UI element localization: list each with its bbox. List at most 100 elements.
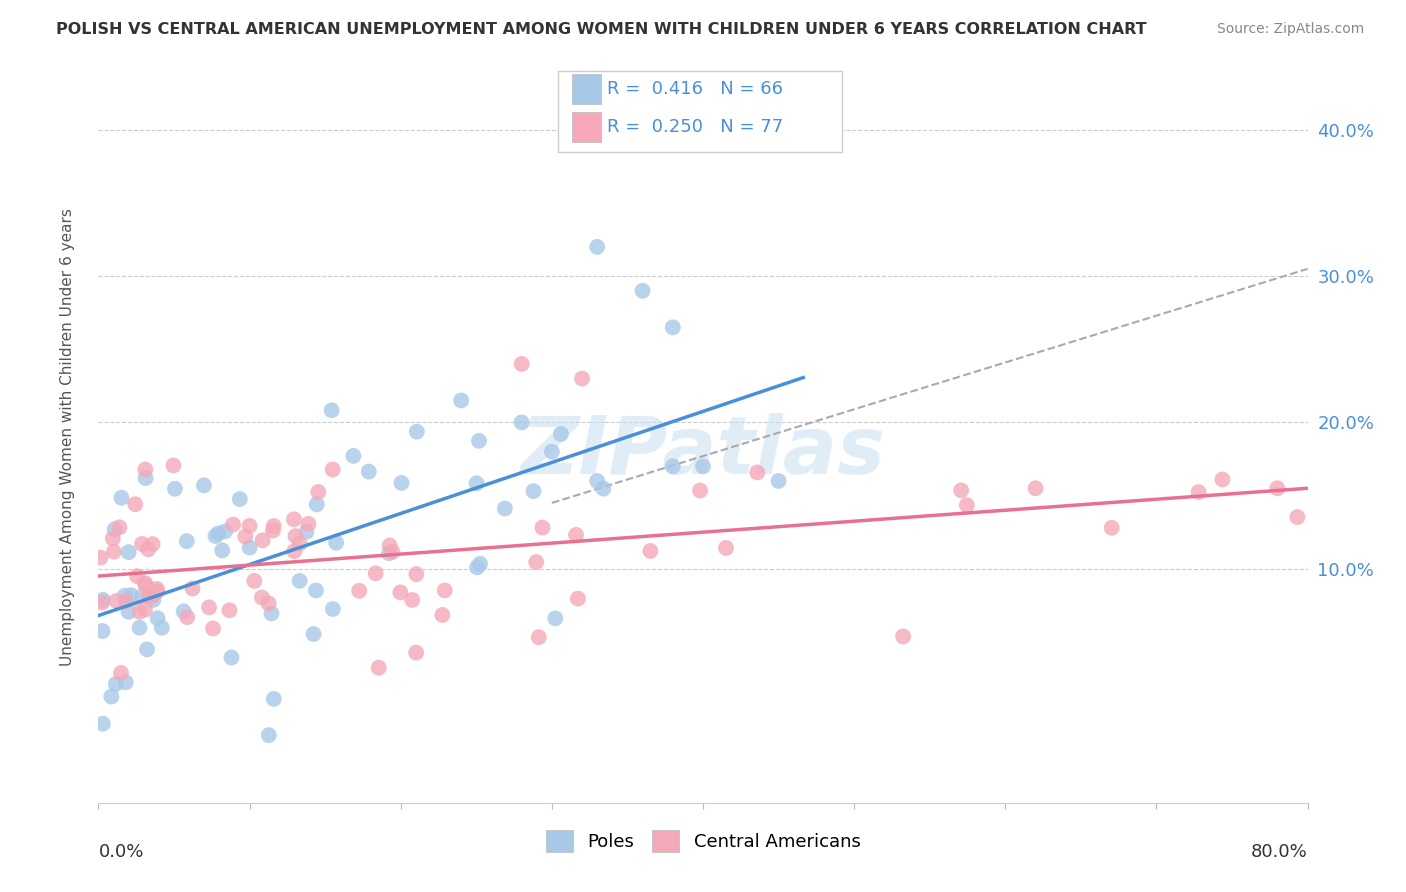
Point <box>252 533 274 548</box>
Point <box>571 130 593 145</box>
Point <box>131 589 153 603</box>
Point <box>378 546 401 560</box>
Point <box>405 425 427 439</box>
Point <box>176 610 198 624</box>
Point <box>432 607 454 622</box>
Point <box>110 665 132 680</box>
Point <box>1211 473 1233 487</box>
Point <box>263 519 285 533</box>
Point <box>305 497 328 511</box>
Text: ZIPatlas: ZIPatlas <box>520 413 886 491</box>
Point <box>204 529 226 543</box>
Point <box>128 605 150 619</box>
Point <box>297 516 319 531</box>
Point <box>465 476 488 491</box>
Point <box>202 622 225 636</box>
Point <box>661 320 683 334</box>
Point <box>367 661 389 675</box>
Point <box>1286 510 1309 524</box>
Point <box>540 444 562 458</box>
Point <box>378 538 401 552</box>
Point <box>347 583 370 598</box>
Point <box>117 605 139 619</box>
Point <box>586 474 609 488</box>
Point <box>134 602 156 616</box>
Point <box>1024 481 1046 495</box>
Point <box>468 434 491 448</box>
Point <box>640 544 662 558</box>
Point <box>524 555 547 569</box>
Point <box>567 591 589 606</box>
Point <box>257 596 280 610</box>
Point <box>134 462 156 476</box>
Point <box>181 582 204 596</box>
Text: R =  0.250   N = 77: R = 0.250 N = 77 <box>607 118 783 136</box>
Point <box>91 592 114 607</box>
Point <box>139 590 162 604</box>
Point <box>136 588 159 602</box>
Point <box>127 569 149 583</box>
Point <box>114 589 136 603</box>
Point <box>108 520 131 534</box>
Point <box>120 588 142 602</box>
Point <box>494 501 516 516</box>
Point <box>1101 521 1123 535</box>
Legend: Poles, Central Americans: Poles, Central Americans <box>538 823 868 860</box>
Point <box>531 520 554 534</box>
Point <box>218 603 240 617</box>
Point <box>450 393 472 408</box>
Point <box>263 692 285 706</box>
Point <box>768 474 790 488</box>
Point <box>229 492 252 507</box>
Text: Source: ZipAtlas.com: Source: ZipAtlas.com <box>1216 22 1364 37</box>
Point <box>956 498 979 512</box>
Point <box>90 550 112 565</box>
Point <box>104 522 127 536</box>
Point <box>134 577 156 591</box>
Point <box>104 677 127 691</box>
Point <box>357 465 380 479</box>
Point <box>391 475 413 490</box>
Point <box>283 544 305 558</box>
Point <box>565 528 588 542</box>
Point <box>91 596 114 610</box>
Point <box>198 600 221 615</box>
Point <box>176 534 198 549</box>
Point <box>142 537 165 551</box>
Point <box>128 621 150 635</box>
FancyBboxPatch shape <box>572 74 602 103</box>
Point <box>586 240 609 254</box>
Point <box>322 462 344 476</box>
Point <box>239 541 262 555</box>
Point <box>211 543 233 558</box>
Point <box>322 602 344 616</box>
Point <box>1187 485 1209 500</box>
Point <box>401 593 423 607</box>
Point <box>405 646 427 660</box>
Point <box>193 478 215 492</box>
FancyBboxPatch shape <box>558 71 842 152</box>
Point <box>468 557 491 571</box>
Point <box>305 583 328 598</box>
Point <box>747 466 769 480</box>
Point <box>131 537 153 551</box>
Point <box>146 582 169 596</box>
Point <box>142 592 165 607</box>
Point <box>110 491 132 505</box>
Point <box>134 576 156 591</box>
Point <box>342 449 364 463</box>
Text: 0.0%: 0.0% <box>98 843 143 861</box>
Point <box>143 587 166 601</box>
FancyBboxPatch shape <box>572 112 602 142</box>
Point <box>146 611 169 625</box>
Point <box>527 630 550 644</box>
Text: 80.0%: 80.0% <box>1251 843 1308 861</box>
Point <box>114 675 136 690</box>
Point <box>124 497 146 511</box>
Point <box>571 371 593 385</box>
Point <box>162 458 184 473</box>
Point <box>389 585 412 599</box>
Point <box>233 530 256 544</box>
Text: POLISH VS CENTRAL AMERICAN UNEMPLOYMENT AMONG WOMEN WITH CHILDREN UNDER 6 YEARS : POLISH VS CENTRAL AMERICAN UNEMPLOYMENT … <box>56 22 1147 37</box>
Point <box>550 426 572 441</box>
